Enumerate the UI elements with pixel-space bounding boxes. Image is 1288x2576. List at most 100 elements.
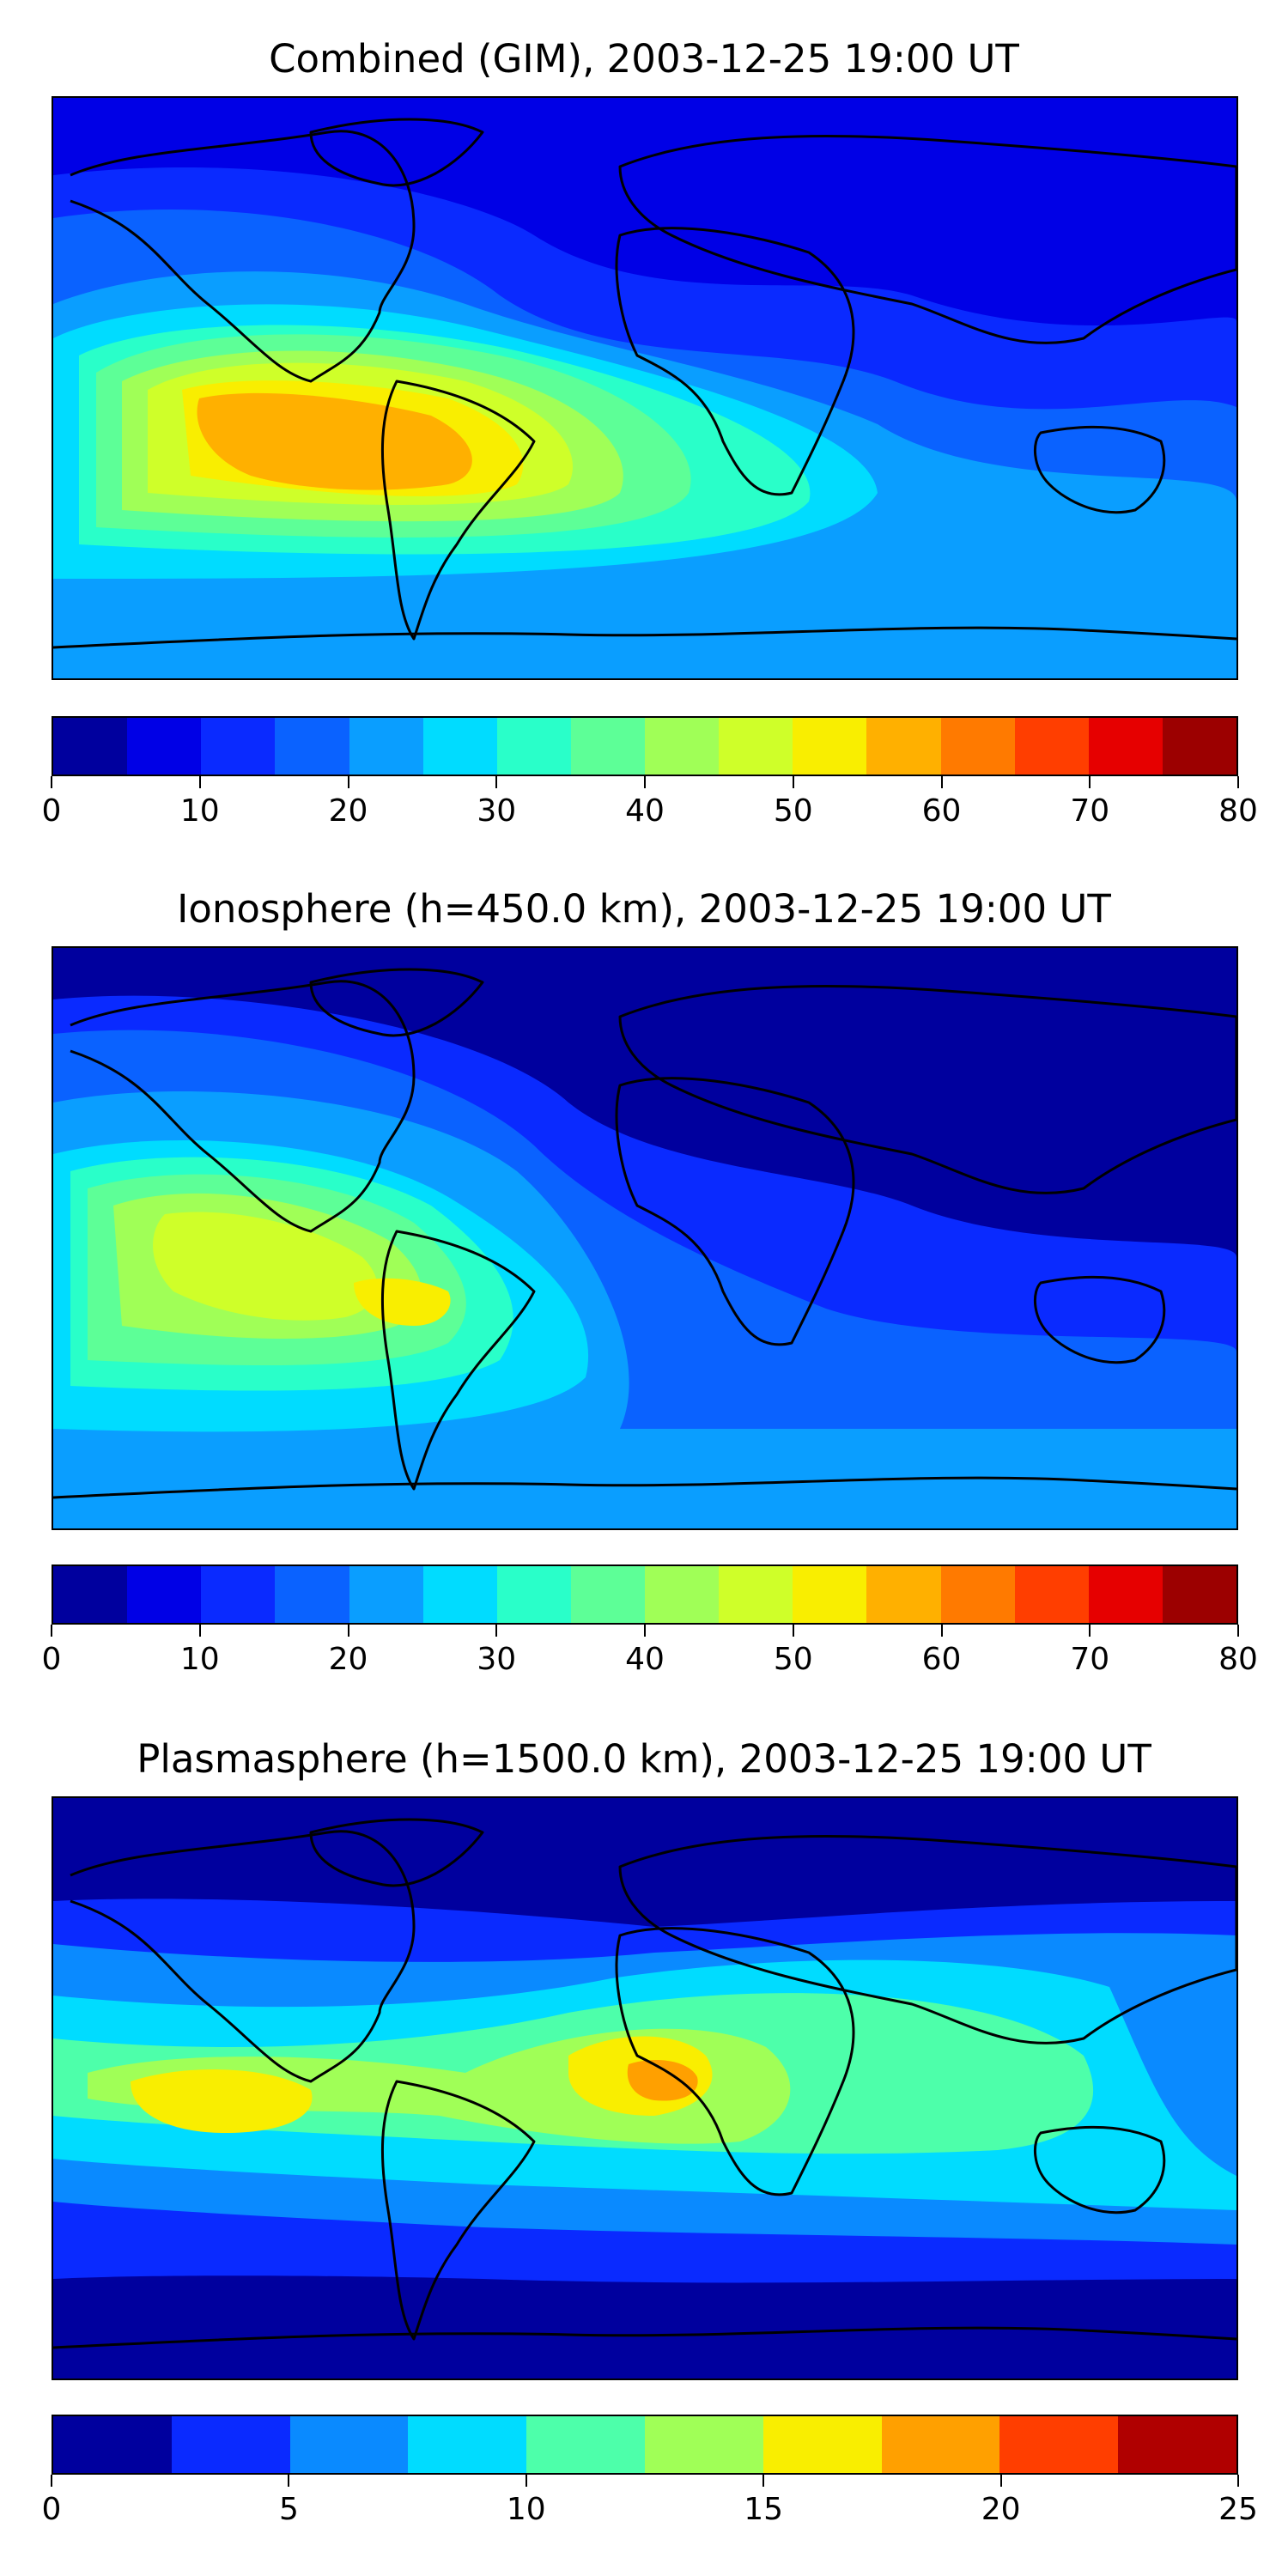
colorbar-tick-label: 30: [477, 1642, 517, 1677]
contour-band: [153, 1212, 378, 1321]
coastline-eurasia: [618, 134, 1236, 344]
coastline-africa: [615, 227, 855, 496]
colorbar-tick-label: 0: [41, 1642, 62, 1677]
colorbar-segment: [349, 1566, 423, 1623]
coastline-antarctica: [53, 626, 1236, 649]
colorbar-ticks-combined: 0 10 20 30 40 50 60 70 80: [42, 776, 1258, 829]
coastline-africa: [615, 1927, 855, 2196]
colorbar-combined: [52, 716, 1238, 776]
tec-map-combined: [52, 96, 1238, 680]
colorbar-tick: [347, 1625, 349, 1637]
colorbar-segment: [881, 2416, 1000, 2473]
colorbar-segment: [275, 718, 349, 775]
tec-map-plasmasphere: [52, 1796, 1238, 2380]
colorbar-tick-label: 20: [328, 793, 368, 829]
colorbar-tick: [1089, 776, 1091, 788]
map-title-ionosphere: Ionosphere (h=450.0 km), 2003-12-25 19:0…: [177, 886, 1111, 932]
colorbar-plasmasphere: [52, 2415, 1238, 2475]
colorbar-tick-label: 50: [773, 1642, 813, 1677]
coastline-eurasia: [618, 984, 1236, 1194]
colorbar-tick: [940, 776, 943, 788]
colorbar-tick: [999, 2475, 1002, 2487]
colorbar-tick: [644, 1625, 646, 1637]
colorbar-segment: [570, 1566, 645, 1623]
colorbar-segment: [349, 718, 423, 775]
colorbar-tick: [1237, 776, 1239, 788]
colorbar-segment: [1014, 718, 1089, 775]
colorbar-tick: [644, 776, 646, 788]
colorbar-tick-label: 70: [1070, 1642, 1110, 1677]
colorbar-segment: [53, 718, 128, 775]
colorbar-segment: [940, 1566, 1015, 1623]
colorbar-segment: [570, 718, 645, 775]
colorbar-tick: [198, 776, 201, 788]
colorbar-tick: [51, 2475, 52, 2487]
colorbar-tick-label: 20: [981, 2492, 1021, 2527]
coastline-africa: [615, 1077, 855, 1346]
colorbar-segment: [719, 1566, 793, 1623]
colorbar-segment: [1162, 718, 1236, 775]
coastline-south-america: [380, 1230, 536, 1491]
colorbar-segment: [127, 718, 202, 775]
colorbar-segment: [408, 2416, 527, 2473]
colorbar-ticks-ionosphere: 0 10 20 30 40 50 60 70 80: [42, 1625, 1258, 1677]
colorbar-tick-label: 0: [41, 793, 62, 829]
colorbar-segment: [645, 718, 720, 775]
colorbar-segment: [201, 1566, 276, 1623]
colorbar-tick-label: 50: [773, 793, 813, 829]
colorbar-tick: [51, 776, 52, 788]
colorbar-tick: [495, 776, 498, 788]
coastline-north-america: [70, 980, 416, 1233]
colorbar-segment: [1014, 1566, 1089, 1623]
colorbar-tick: [792, 1625, 794, 1637]
coastline-south-america: [380, 2080, 536, 2341]
colorbar-segment: [496, 1566, 571, 1623]
colorbar-segment: [422, 718, 497, 775]
coastline-greenland: [309, 1818, 484, 1887]
colorbar-segment: [1118, 2416, 1236, 2473]
colorbar-segment: [793, 718, 867, 775]
colorbar-tick: [1089, 1625, 1091, 1637]
colorbar-tick-label: 10: [179, 793, 220, 829]
colorbar-segment: [53, 2416, 172, 2473]
colorbar-segment: [644, 2416, 763, 2473]
colorbar-segment: [526, 2416, 645, 2473]
coastline-antarctica: [53, 1476, 1236, 1499]
colorbar-segment: [762, 2416, 882, 2473]
colorbar-segment: [1088, 1566, 1163, 1623]
colorbar-tick-label: 80: [1218, 1642, 1258, 1677]
colorbar-segment: [940, 718, 1015, 775]
colorbar-segment: [866, 1566, 941, 1623]
colorbar-tick-label: 40: [625, 793, 665, 829]
colorbar-tick-label: 0: [41, 2492, 62, 2527]
colorbar-tick: [525, 2475, 527, 2487]
colorbar-segment: [422, 1566, 497, 1623]
colorbar-tick: [792, 776, 794, 788]
colorbar-tick-label: 25: [1218, 2492, 1258, 2527]
colorbar-tick-label: 10: [179, 1642, 220, 1677]
colorbar-segment: [127, 1566, 202, 1623]
coastline-north-america: [70, 1830, 416, 2083]
coastline-australia: [1033, 1275, 1166, 1364]
tec-map-ionosphere: [52, 946, 1238, 1530]
coastline-antarctica: [53, 2326, 1236, 2349]
map-title-combined: Combined (GIM), 2003-12-25 19:00 UT: [269, 36, 1019, 82]
colorbar-tick: [198, 1625, 201, 1637]
contour-band: [131, 2036, 713, 2133]
colorbar-tick-label: 40: [625, 1642, 665, 1677]
colorbar-segment: [289, 2416, 409, 2473]
colorbar-tick: [1237, 1625, 1239, 1637]
colorbar-segment: [999, 2416, 1119, 2473]
colorbar-segment: [1088, 718, 1163, 775]
contour-band: [627, 2060, 698, 2101]
colorbar-tick-label: 10: [506, 2492, 546, 2527]
colorbar-tick: [762, 2475, 765, 2487]
contour-band: [354, 1278, 451, 1326]
colorbar-segment: [645, 1566, 720, 1623]
colorbar-ionosphere: [52, 1564, 1238, 1625]
colorbar-segment: [171, 2416, 290, 2473]
colorbar-tick: [940, 1625, 943, 1637]
colorbar-ticks-plasmasphere: 0 5 10 15 20 25: [42, 2475, 1258, 2527]
colorbar-tick-label: 60: [921, 793, 962, 829]
colorbar-segment: [1162, 1566, 1236, 1623]
